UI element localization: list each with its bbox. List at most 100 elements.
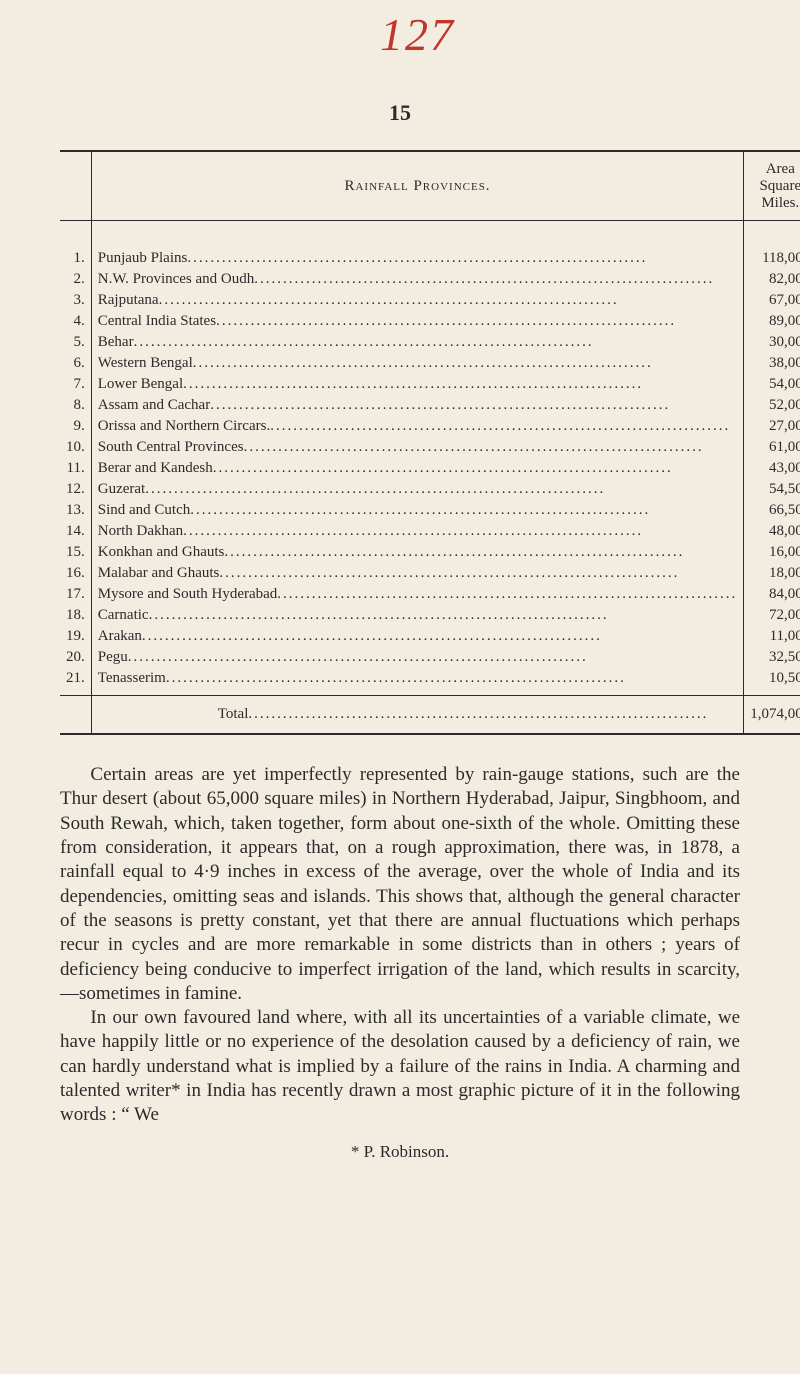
row-index: 13.	[60, 500, 91, 521]
row-index: 19.	[60, 626, 91, 647]
row-area: 38,000	[744, 353, 800, 374]
row-area: 72,000	[744, 605, 800, 626]
table-row: 6.Western Bengal........................…	[60, 353, 800, 374]
row-province: Lower Bengal............................…	[91, 374, 744, 395]
table-row: 16.Malabar and Ghauts...................…	[60, 563, 800, 584]
row-province: Central India States....................…	[91, 311, 744, 332]
row-index: 16.	[60, 563, 91, 584]
table-row: 21.Tenasserim...........................…	[60, 668, 800, 689]
row-area: 82,000	[744, 269, 800, 290]
table-row: 20.Pegu.................................…	[60, 647, 800, 668]
row-index: 15.	[60, 542, 91, 563]
page: 127 15 Rainfall Provinces. Area Square M…	[0, 0, 800, 1222]
row-index: 9.	[60, 416, 91, 437]
row-index: 21.	[60, 668, 91, 689]
row-index: 7.	[60, 374, 91, 395]
row-province: Western Bengal..........................…	[91, 353, 744, 374]
row-area: 10,500	[744, 668, 800, 689]
paragraph-1: Certain areas are yet imperfectly repres…	[60, 763, 740, 1006]
row-area: 67,000	[744, 290, 800, 311]
row-province: Arakan..................................…	[91, 626, 744, 647]
row-index: 8.	[60, 395, 91, 416]
total-label: Total...................................…	[91, 696, 744, 735]
header-index	[60, 151, 91, 221]
row-province: Assam and Cachar........................…	[91, 395, 744, 416]
row-province: Tenasserim..............................…	[91, 668, 744, 689]
row-province: Carnatic................................…	[91, 605, 744, 626]
table-row: 2.N.W. Provinces and Oudh...............…	[60, 269, 800, 290]
row-area: 52,000	[744, 395, 800, 416]
row-province: South Central Provinces.................…	[91, 437, 744, 458]
table-row: 12.Guzerat..............................…	[60, 479, 800, 500]
row-area: 43,000	[744, 458, 800, 479]
row-province: Pegu....................................…	[91, 647, 744, 668]
table-row: 11.Berar and Kandesh....................…	[60, 458, 800, 479]
table-row: 14.North Dakhan.........................…	[60, 521, 800, 542]
row-province: Sind and Cutch..........................…	[91, 500, 744, 521]
row-province: Guzerat.................................…	[91, 479, 744, 500]
row-area: 30,000	[744, 332, 800, 353]
row-area: 84,000	[744, 584, 800, 605]
table-row: 7.Lower Bengal..........................…	[60, 374, 800, 395]
page-number: 15	[60, 100, 740, 126]
table-row: 3.Rajputana.............................…	[60, 290, 800, 311]
row-province: Punjaub Plains..........................…	[91, 248, 744, 269]
row-index: 3.	[60, 290, 91, 311]
handwritten-annotation: 127	[380, 8, 455, 61]
row-index: 6.	[60, 353, 91, 374]
rainfall-table: Rainfall Provinces. Area Square Miles. N…	[60, 150, 800, 735]
table-row: 13.Sind and Cutch.......................…	[60, 500, 800, 521]
row-index: 5.	[60, 332, 91, 353]
row-index: 17.	[60, 584, 91, 605]
total-area: 1,074,000	[744, 696, 800, 735]
row-area: 54,500	[744, 479, 800, 500]
row-area: 61,000	[744, 437, 800, 458]
row-province: Behar...................................…	[91, 332, 744, 353]
row-area: 18,000	[744, 563, 800, 584]
table-row: 17.Mysore and South Hyderabad...........…	[60, 584, 800, 605]
row-area: 54,000	[744, 374, 800, 395]
total-row: Total...................................…	[60, 696, 800, 735]
row-area: 118,000	[744, 248, 800, 269]
row-index: 20.	[60, 647, 91, 668]
row-province: Berar and Kandesh.......................…	[91, 458, 744, 479]
table-row: 4.Central India States..................…	[60, 311, 800, 332]
header-province: Rainfall Provinces.	[91, 151, 744, 221]
table-row: 18.Carnatic.............................…	[60, 605, 800, 626]
row-area: 11,000	[744, 626, 800, 647]
row-province: N.W. Provinces and Oudh.................…	[91, 269, 744, 290]
header-area: Area Square Miles.	[744, 151, 800, 221]
body-text: Certain areas are yet imperfectly repres…	[60, 763, 740, 1128]
table-header-row: Rainfall Provinces. Area Square Miles. N…	[60, 151, 800, 221]
row-index: 14.	[60, 521, 91, 542]
row-province: Orissa and Northern Circars.............…	[91, 416, 744, 437]
row-province: Malabar and Ghauts......................…	[91, 563, 744, 584]
row-index: 12.	[60, 479, 91, 500]
table-row: 9.Orissa and Northern Circars...........…	[60, 416, 800, 437]
table-row: 10.South Central Provinces..............…	[60, 437, 800, 458]
row-index: 2.	[60, 269, 91, 290]
table-row: 1.Punjaub Plains........................…	[60, 248, 800, 269]
table-row: 8.Assam and Cachar......................…	[60, 395, 800, 416]
unit-row: Inches.	[60, 221, 800, 249]
table-row: 5.Behar.................................…	[60, 332, 800, 353]
row-area: 32,500	[744, 647, 800, 668]
row-index: 11.	[60, 458, 91, 479]
table-row: 19.Arakan...............................…	[60, 626, 800, 647]
row-area: 48,000	[744, 521, 800, 542]
row-province: Rajputana...............................…	[91, 290, 744, 311]
row-area: 16,000	[744, 542, 800, 563]
row-province: North Dakhan............................…	[91, 521, 744, 542]
footnote: * P. Robinson.	[60, 1142, 740, 1162]
row-province: Konkhan and Ghauts......................…	[91, 542, 744, 563]
row-area: 27,000	[744, 416, 800, 437]
paragraph-2: In our own favoured land where, with all…	[60, 1006, 740, 1128]
row-index: 1.	[60, 248, 91, 269]
row-area: 66,500	[744, 500, 800, 521]
row-index: 10.	[60, 437, 91, 458]
row-index: 4.	[60, 311, 91, 332]
row-area: 89,000	[744, 311, 800, 332]
table-row: 15.Konkhan and Ghauts...................…	[60, 542, 800, 563]
row-index: 18.	[60, 605, 91, 626]
row-province: Mysore and South Hyderabad..............…	[91, 584, 744, 605]
